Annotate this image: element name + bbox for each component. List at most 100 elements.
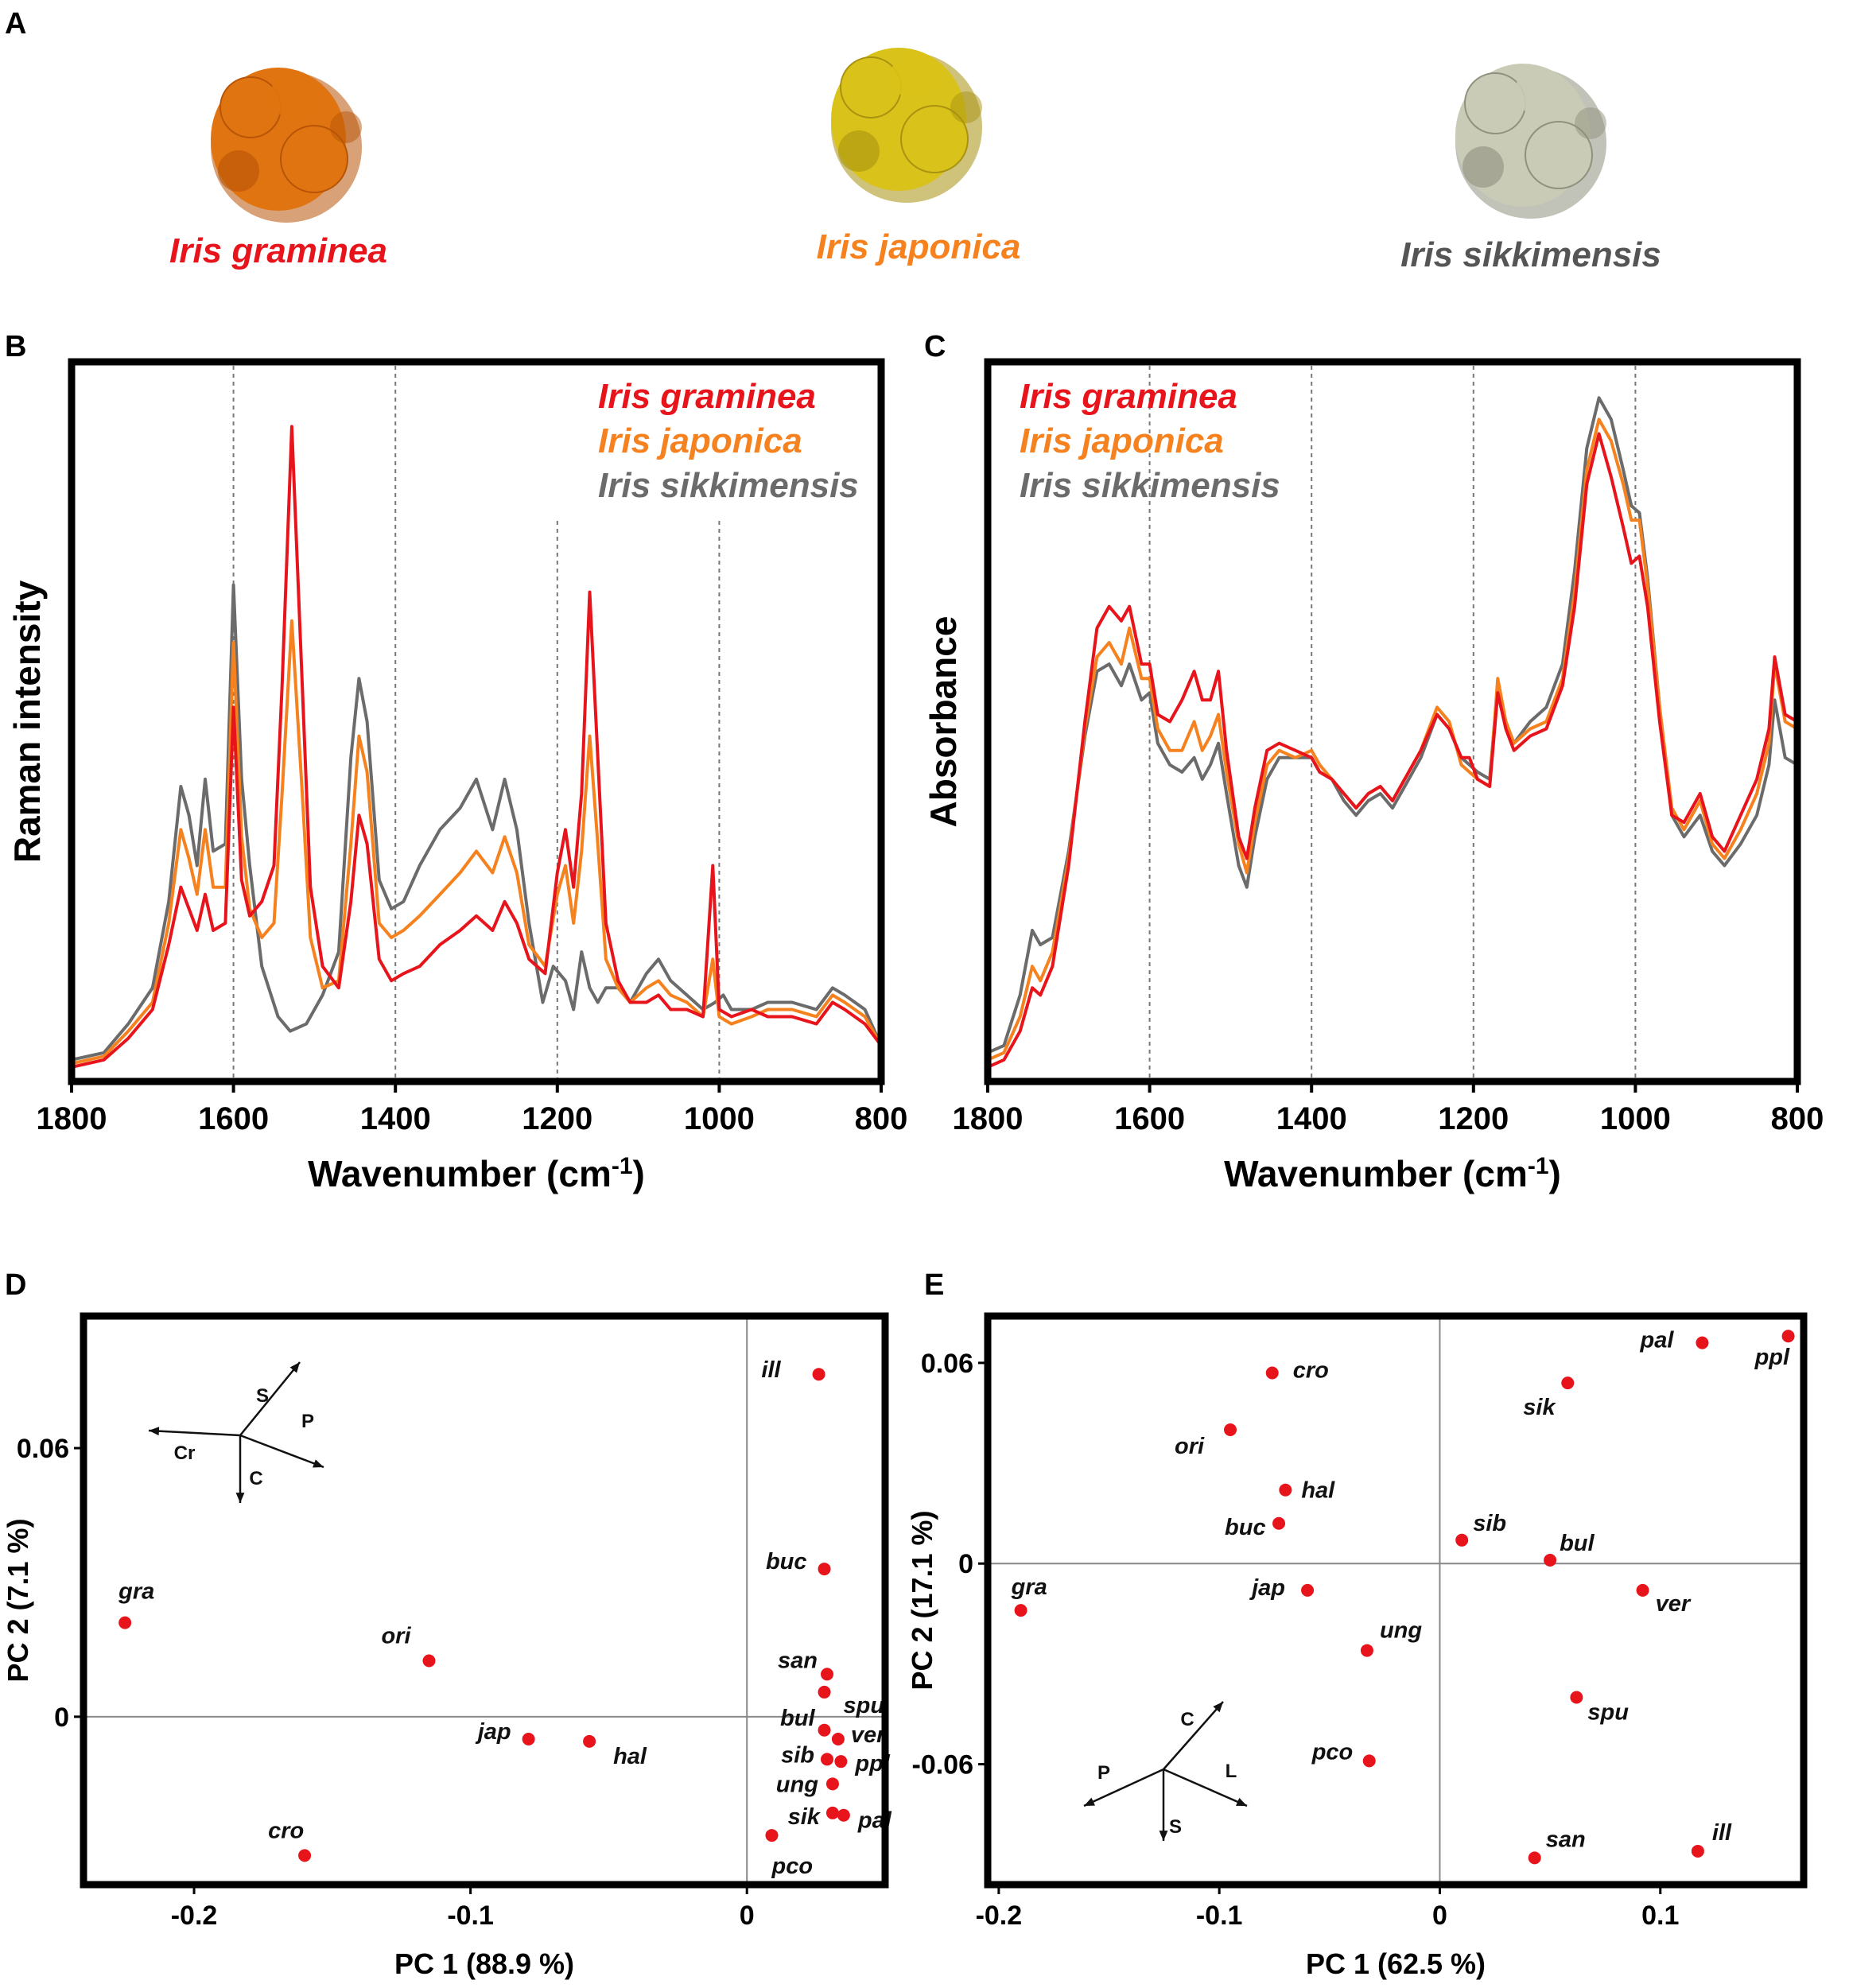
point-label-buc: buc — [1225, 1515, 1266, 1540]
y-axis-label: PC 2 (17.1 %) — [906, 1510, 938, 1690]
ftir-absorbance-chart: 1800 1600 1400 1200 1000 800 Wavenumber (cm-1)… — [923, 358, 1824, 1195]
panel-a-samples: Iris graminea Iris japonica Iris sikkimens… — [169, 48, 1661, 274]
pigment-powder-3 — [1455, 64, 1606, 219]
pca-ftir-scatter: pal ppl cro sik ori hal buc sib bul gra jap ver ung s… — [906, 1312, 1808, 1980]
sample-point-buc — [818, 1563, 831, 1576]
point-label-ver: ver — [851, 1722, 887, 1748]
y-tick-label: -0.06 — [912, 1750, 974, 1780]
y-axis-label: Absorbance — [923, 616, 964, 828]
vector-label-S: S — [1169, 1816, 1182, 1838]
vector-label-P: P — [1097, 1762, 1110, 1784]
vector-label-L: L — [1226, 1761, 1237, 1782]
vector-L — [1163, 1768, 1248, 1807]
loading-vectors-diagram: C P L S — [1083, 1701, 1248, 1841]
point-label-sib: sib — [1473, 1511, 1506, 1536]
legend-entry-2: Iris japonica — [1020, 421, 1224, 460]
point-label-ori: ori — [1175, 1434, 1205, 1459]
x-tick-label: 0.1 — [1641, 1901, 1679, 1931]
point-label-cro: cro — [1293, 1358, 1329, 1384]
sample-point-jap — [522, 1733, 535, 1746]
vector-label-C: C — [1180, 1709, 1194, 1730]
x-tick-label: 1400 — [1276, 1101, 1347, 1136]
point-label-buc: buc — [766, 1549, 807, 1574]
x-axis-label: PC 1 (88.9 %) — [394, 1947, 574, 1980]
x-axis-label: Wavenumber (cm-1) — [1224, 1153, 1561, 1195]
x-tick-label: 1000 — [1600, 1101, 1671, 1136]
panel-e-letter: E — [924, 1268, 944, 1302]
vector-arrowhead-S — [1159, 1831, 1168, 1841]
point-label-ung: ung — [776, 1772, 818, 1797]
powder-clump — [1525, 121, 1593, 189]
sample-point-buc — [1272, 1516, 1286, 1530]
x-tick-label: 1400 — [360, 1101, 431, 1136]
vector-arrowhead-P — [313, 1459, 324, 1468]
powder-clump — [270, 72, 318, 119]
sample-point-ver — [831, 1733, 845, 1746]
x-tick-label: 0 — [1432, 1901, 1447, 1931]
loading-vectors-diagram: S Cr P C — [148, 1361, 324, 1503]
vector-label-C: C — [249, 1468, 262, 1489]
y-axis-label: Raman intensity — [6, 580, 48, 863]
point-label-hal: hal — [1301, 1478, 1335, 1504]
vector-C — [1163, 1701, 1224, 1770]
sample-point-san — [821, 1668, 834, 1681]
sample-name-1: Iris graminea — [169, 231, 387, 270]
x-tick-label: 1000 — [684, 1101, 755, 1136]
point-label-san: san — [1546, 1827, 1586, 1852]
sample-point-pal — [837, 1808, 850, 1822]
point-label-bul: bul — [1560, 1531, 1595, 1556]
powder-clump — [900, 105, 969, 173]
sample-point-pco — [1362, 1754, 1376, 1768]
sample-point-ill — [1691, 1844, 1704, 1858]
vector-P — [239, 1434, 324, 1469]
x-tick-label: 800 — [855, 1101, 908, 1136]
x-tick-label: -0.1 — [1196, 1901, 1243, 1931]
sample-point-pal — [1696, 1336, 1709, 1349]
point-label-ill: ill — [1712, 1820, 1732, 1846]
point-label-spu: spu — [1587, 1699, 1629, 1725]
vector-S — [239, 1361, 301, 1436]
vector-label-S: S — [256, 1385, 269, 1407]
x-tick-label: 1200 — [1438, 1101, 1509, 1136]
sample-point-ppl — [834, 1755, 848, 1769]
point-label-ppl: ppl — [1754, 1345, 1790, 1370]
y-tick-label: 0 — [958, 1549, 973, 1579]
vector-Cr — [148, 1429, 241, 1437]
point-label-ill: ill — [761, 1357, 781, 1383]
legend-entry-1: Iris graminea — [1020, 377, 1237, 416]
sample-point-ung — [1360, 1644, 1373, 1657]
powder-clump — [1462, 146, 1504, 188]
panel-b-letter: B — [5, 330, 26, 363]
sample-point-spu — [1570, 1691, 1583, 1704]
point-label-cro: cro — [268, 1818, 304, 1843]
sample-point-ori — [422, 1654, 436, 1668]
x-tick-label: 1800 — [37, 1101, 107, 1136]
powder-clump — [838, 130, 880, 172]
spectrum-line-iris-sikkimensis — [71, 583, 883, 1062]
powder-clump — [891, 52, 938, 99]
plot-frame — [984, 1312, 1808, 1889]
sample-point-jap — [1301, 1583, 1315, 1597]
point-label-pal: pal — [1640, 1328, 1675, 1353]
sample-name-2: Iris japonica — [817, 227, 1021, 266]
plot-frame — [984, 358, 1801, 1085]
sample-point-ver — [1636, 1583, 1649, 1597]
point-label-ori: ori — [381, 1624, 411, 1649]
sample-point-spu — [818, 1685, 831, 1699]
panel-c-letter: C — [924, 330, 946, 363]
powder-clump — [1515, 68, 1563, 115]
powder-clump — [1464, 72, 1526, 134]
y-tick-label: 0.06 — [17, 1434, 69, 1464]
x-tick-label: 1600 — [198, 1101, 269, 1136]
sample-point-pco — [765, 1829, 779, 1842]
raman-spectra-chart: 1800 1600 1400 1200 1000 800 Wavenumber (cm-1)… — [6, 358, 908, 1194]
sample-point-gra — [118, 1616, 132, 1629]
legend-entry-1: Iris graminea — [598, 377, 816, 416]
x-tick-label: 0 — [740, 1901, 755, 1931]
point-label-sik: sik — [788, 1804, 822, 1830]
x-axis-label: PC 1 (62.5 %) — [1306, 1947, 1486, 1980]
y-tick-label: 0.06 — [921, 1349, 973, 1379]
powder-clump — [280, 125, 348, 193]
